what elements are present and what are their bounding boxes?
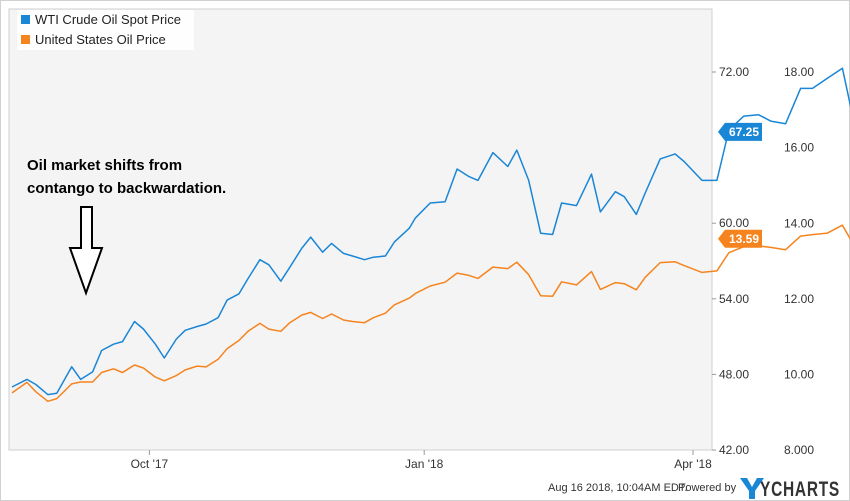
series-line-wti[interactable] <box>11 44 850 396</box>
series-line-uso[interactable] <box>11 196 850 403</box>
y-right-tick-label: 14.00 <box>784 216 814 230</box>
plot-area <box>8 8 713 451</box>
annotation-line-1: Oil market shifts from <box>27 157 182 174</box>
y-right-tick-label: 8.000 <box>784 443 814 457</box>
footer-powered-by: Powered by <box>678 482 737 494</box>
ycharts-logo[interactable]: YCHARTS <box>740 478 840 501</box>
last-value-badge-uso: 13.59 <box>718 229 762 248</box>
y-left-tick-label: 72.00 <box>719 65 749 79</box>
legend-label-uso[interactable]: United States Oil Price <box>35 32 166 47</box>
footer-timestamp: Aug 16 2018, 10:04AM EDT. <box>548 482 687 494</box>
x-tick-label: Jan '18 <box>405 457 444 471</box>
legend: WTI Crude Oil Spot Price United States O… <box>17 10 194 50</box>
y-left-tick-label: 42.00 <box>719 443 749 457</box>
last-value-label: 13.59 <box>729 232 759 246</box>
last-value-label: 67.25 <box>729 125 759 139</box>
x-tick-label: Oct '17 <box>131 457 169 471</box>
y-right-tick-label: 18.00 <box>784 65 814 79</box>
ycharts-brand: YCHARTS <box>760 478 840 501</box>
last-value-badge-wti: 67.25 <box>718 122 762 141</box>
y-right-tick-label: 12.00 <box>784 292 814 306</box>
x-tick-label: Apr '18 <box>674 457 712 471</box>
y-left-tick-label: 48.00 <box>719 367 749 381</box>
legend-swatch-uso <box>21 35 30 44</box>
y-right-tick-label: 10.00 <box>784 367 814 381</box>
annotation-line-2: contango to backwardation. <box>27 180 226 197</box>
legend-label-wti[interactable]: WTI Crude Oil Spot Price <box>35 12 181 27</box>
legend-swatch-wti <box>21 15 30 24</box>
y-left-tick-label: 54.00 <box>719 292 749 306</box>
annotation: Oil market shifts from contango to backw… <box>27 157 226 296</box>
y-left-tick-label: 60.00 <box>719 216 749 230</box>
ycharts-y-icon <box>740 478 764 499</box>
y-right-tick-label: 16.00 <box>784 141 814 155</box>
down-arrow-icon <box>68 206 104 296</box>
